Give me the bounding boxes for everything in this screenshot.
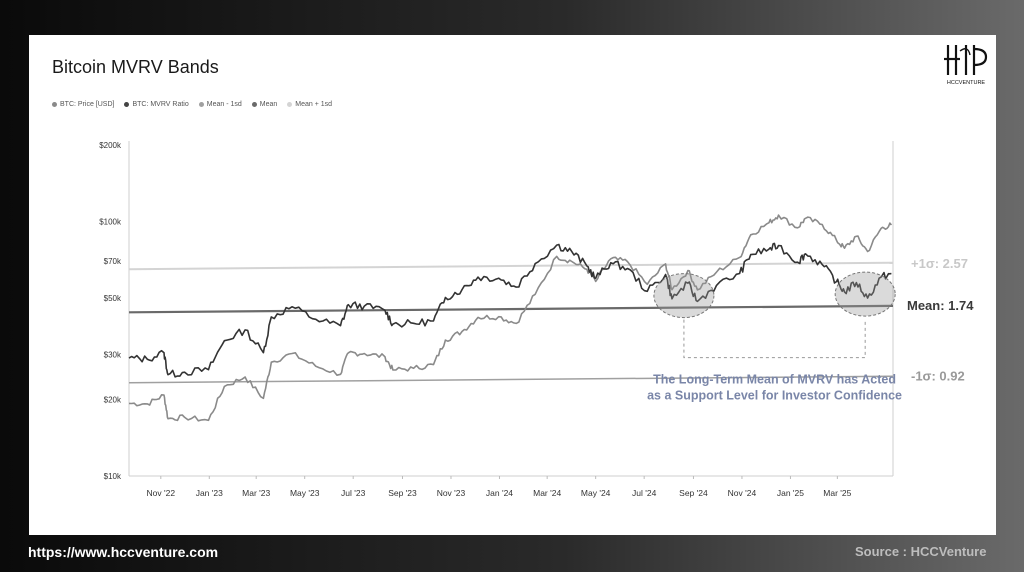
x-tick-label: Mar '23 xyxy=(242,488,270,498)
x-tick-label: Jan '23 xyxy=(196,488,223,498)
annotation-text-line: as a Support Level for Investor Confiden… xyxy=(647,389,902,403)
logo-text: HCCVENTURE xyxy=(947,80,986,86)
legend-label: Mean xyxy=(259,101,278,108)
hccventure-logo: HCCVENTURE xyxy=(944,45,988,86)
x-tick-label: Jul '23 xyxy=(341,488,366,498)
legend-item-mean-minus-1sd[interactable]: Mean - 1sd xyxy=(198,101,242,108)
legend-item-price[interactable]: BTC: Price [USD] xyxy=(52,101,114,108)
x-tick-label: Jan '24 xyxy=(486,488,513,498)
chart-card: Bitcoin MVRV Bands BTC: Price [USD] BTC:… xyxy=(29,35,996,535)
band-mean-1sd xyxy=(128,375,894,384)
y-tick-label: $20k xyxy=(104,395,122,404)
y-tick-label: $10k xyxy=(104,472,122,481)
annotation-text-line: The Long-Term Mean of MVRV has Acted xyxy=(653,373,896,387)
x-tick-label: May '23 xyxy=(290,488,320,498)
chart-title: Bitcoin MVRV Bands xyxy=(52,57,219,77)
legend-dot xyxy=(251,102,257,107)
legend-item-mean[interactable]: Mean xyxy=(251,101,278,108)
x-tick-label: Sep '24 xyxy=(679,488,708,498)
legend-dot xyxy=(198,102,204,107)
band-mean xyxy=(128,304,894,314)
legend-label: Mean + 1sd xyxy=(295,101,333,108)
legend-dot xyxy=(124,102,130,107)
x-tick-label: Nov '24 xyxy=(728,488,757,498)
label-minus-1sd: -1σ: 0.92 xyxy=(911,368,965,383)
support-zone-2024 xyxy=(653,273,715,319)
label-mean: Mean: 1.74 xyxy=(907,298,974,313)
series-btc-mvrv xyxy=(128,242,892,378)
label-plus-1sd: +1σ: 2.57 xyxy=(911,256,968,271)
y-tick-label: $50k xyxy=(104,294,122,303)
y-tick-label: $30k xyxy=(104,351,122,360)
series-btc-price xyxy=(128,214,893,422)
y-tick-label: $70k xyxy=(104,257,122,266)
legend-label: Mean - 1sd xyxy=(206,101,242,108)
x-tick-label: Mar '25 xyxy=(823,488,851,498)
x-tick-label: Jan '25 xyxy=(777,488,804,498)
x-tick-label: Nov '23 xyxy=(437,488,466,498)
legend-label: BTC: Price [USD] xyxy=(60,101,115,108)
annotation-bracket xyxy=(683,319,866,359)
legend-item-mean-plus-1sd[interactable]: Mean + 1sd xyxy=(287,101,332,108)
x-tick-label: Nov '22 xyxy=(147,488,176,498)
footer-url[interactable]: https://www.hccventure.com xyxy=(28,544,219,560)
x-tick-label: Sep '23 xyxy=(388,488,417,498)
x-tick-label: Jul '24 xyxy=(632,488,657,498)
legend-label: BTC: MVRV Ratio xyxy=(132,101,189,108)
y-tick-label: $200k xyxy=(99,141,122,150)
y-tick-label: $100k xyxy=(99,218,122,227)
x-tick-label: Mar '24 xyxy=(533,488,561,498)
legend-dot xyxy=(52,102,57,107)
support-zone-2025 xyxy=(834,271,896,317)
chart-legend: BTC: Price [USD] BTC: MVRV Ratio Mean - … xyxy=(52,101,332,108)
band-mean-1sd xyxy=(128,261,894,271)
chart-area: $10k $20k $30k $50k $70k $100k $200k Nov '22 Jan… xyxy=(99,141,974,498)
legend-item-mvrv[interactable]: BTC: MVRV Ratio xyxy=(124,101,189,108)
footer-source: Source : HCCVenture xyxy=(855,544,987,559)
x-tick-label: May '24 xyxy=(581,488,611,498)
legend-dot xyxy=(287,102,293,107)
